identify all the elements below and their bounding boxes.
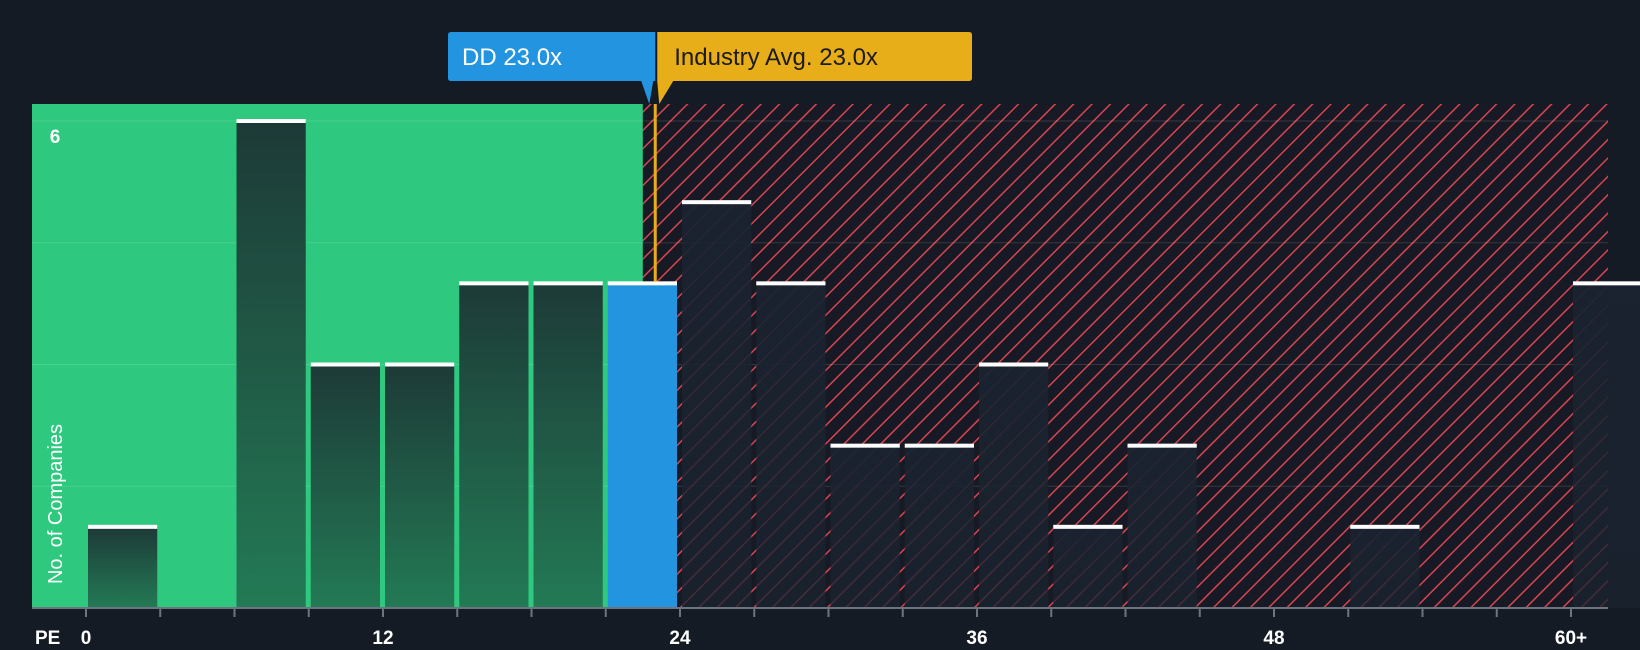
company-callout: DD 23.0x [448, 32, 656, 104]
bar-18 [533, 283, 603, 608]
bar-42 [1127, 445, 1197, 608]
bar-cap-9 [310, 362, 380, 367]
bar-39 [1053, 526, 1123, 608]
x-tick-label-0: 0 [81, 628, 92, 649]
industry-callout-text: Industry Avg. 23.0x [674, 44, 878, 71]
bar-cap-33 [904, 443, 974, 448]
company-callout-text: DD 23.0x [462, 44, 562, 71]
y-tick-label-6: 6 [50, 127, 61, 148]
company-callout-box [448, 32, 656, 104]
bar-cap-0 [88, 524, 158, 529]
bar-33 [904, 445, 974, 608]
bar-cap-39 [1053, 524, 1123, 529]
x-axis-label: PE [35, 628, 60, 649]
bar-cap-51 [1350, 524, 1420, 529]
bar-cap-18 [533, 281, 603, 286]
bar-12 [385, 364, 455, 608]
x-tick-label-60: 60+ [1555, 628, 1587, 649]
bars [88, 119, 1640, 608]
bar-0 [88, 526, 158, 608]
bar-9 [310, 364, 380, 608]
industry-callout: Industry Avg. 23.0x [657, 32, 972, 104]
bar-15 [459, 283, 529, 608]
x-tick-label-36: 36 [966, 628, 987, 649]
bar-cap-30 [830, 443, 900, 448]
bar-21 [607, 283, 677, 608]
x-ticks: 0 12 24 36 48 60+ [81, 608, 1587, 649]
bar-cap-24 [682, 200, 752, 205]
industry-callout-box [657, 32, 972, 104]
y-axis-label: No. of Companies [45, 424, 67, 584]
bar-27 [756, 283, 826, 608]
bar-cap-6 [236, 119, 306, 123]
bar-24 [682, 202, 752, 608]
bar-cap-15 [459, 281, 529, 286]
bar-6 [236, 121, 306, 608]
x-tick-label-48: 48 [1263, 628, 1284, 649]
bar-51 [1350, 526, 1420, 608]
bar-cap-21 [607, 281, 677, 286]
bar-cap-12 [385, 362, 455, 367]
bar-cap-36 [979, 362, 1049, 367]
bar-60 [1573, 283, 1640, 608]
x-tick-label-24: 24 [669, 628, 691, 649]
x-tick-label-12: 12 [372, 628, 393, 649]
bar-cap-60 [1573, 281, 1640, 286]
bar-30 [830, 445, 900, 608]
bar-36 [979, 364, 1049, 608]
bar-cap-42 [1127, 443, 1197, 448]
bar-cap-27 [756, 281, 826, 286]
